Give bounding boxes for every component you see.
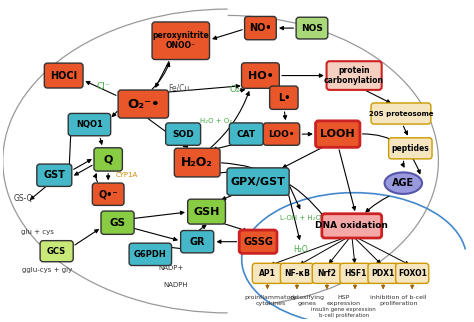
Text: H₂O + O₂: H₂O + O₂ <box>200 118 232 124</box>
FancyBboxPatch shape <box>322 214 382 238</box>
FancyBboxPatch shape <box>312 263 342 283</box>
FancyBboxPatch shape <box>327 61 382 90</box>
FancyBboxPatch shape <box>296 17 328 39</box>
Text: NOS: NOS <box>301 24 323 33</box>
FancyBboxPatch shape <box>37 164 72 186</box>
Text: NF-κB: NF-κB <box>284 269 310 278</box>
Text: Nrf2: Nrf2 <box>318 269 337 278</box>
Text: GS-Q: GS-Q <box>14 194 34 204</box>
Text: CYP1A: CYP1A <box>116 172 138 178</box>
Text: GSH: GSH <box>193 207 220 217</box>
Text: Q•⁻: Q•⁻ <box>99 189 118 199</box>
Text: Fe/Cu: Fe/Cu <box>168 84 189 93</box>
FancyBboxPatch shape <box>227 168 289 195</box>
Text: GSSG: GSSG <box>243 237 273 247</box>
Text: insulin gene expression
b-cell proliferation: insulin gene expression b-cell prolifera… <box>311 307 376 318</box>
Text: HSP
expression: HSP expression <box>327 295 361 306</box>
FancyBboxPatch shape <box>174 148 220 177</box>
FancyBboxPatch shape <box>118 90 169 118</box>
FancyBboxPatch shape <box>94 148 122 171</box>
FancyBboxPatch shape <box>245 16 276 40</box>
FancyBboxPatch shape <box>316 121 360 147</box>
Ellipse shape <box>384 172 422 194</box>
Text: peroxynitrite
ONOO⁻: peroxynitrite ONOO⁻ <box>153 31 209 51</box>
Text: GCS: GCS <box>47 247 66 256</box>
Text: HO•: HO• <box>247 71 273 80</box>
FancyBboxPatch shape <box>264 123 300 145</box>
Text: L-OH + H₂O: L-OH + H₂O <box>280 215 321 221</box>
Text: GPX/GST: GPX/GST <box>231 176 285 186</box>
FancyBboxPatch shape <box>368 263 398 283</box>
Text: LOOH: LOOH <box>320 129 355 139</box>
FancyBboxPatch shape <box>152 22 210 60</box>
Text: AP1: AP1 <box>259 269 276 278</box>
Text: Cl⁻: Cl⁻ <box>97 82 110 91</box>
FancyBboxPatch shape <box>252 263 283 283</box>
FancyBboxPatch shape <box>129 243 172 266</box>
Text: detoxifying
genes: detoxifying genes <box>290 295 325 306</box>
Text: GS: GS <box>109 218 126 228</box>
FancyBboxPatch shape <box>181 231 214 253</box>
Text: protein
carbonylation: protein carbonylation <box>324 66 384 85</box>
Text: AGE: AGE <box>392 178 414 188</box>
Text: GST: GST <box>43 170 65 180</box>
FancyBboxPatch shape <box>396 263 429 283</box>
Text: gglu-cys + gly: gglu-cys + gly <box>22 267 73 273</box>
FancyBboxPatch shape <box>165 123 201 145</box>
FancyBboxPatch shape <box>340 263 370 283</box>
FancyBboxPatch shape <box>229 123 264 145</box>
Text: NADPH: NADPH <box>164 282 188 288</box>
Text: 20S proteosome: 20S proteosome <box>369 110 433 117</box>
Text: glu + cys: glu + cys <box>21 229 55 235</box>
FancyBboxPatch shape <box>270 86 298 109</box>
Text: proinflammatory
cytokines: proinflammatory cytokines <box>245 295 297 306</box>
Text: NO•: NO• <box>249 23 272 33</box>
Text: NADP+: NADP+ <box>159 265 184 271</box>
Text: GR: GR <box>190 237 205 247</box>
FancyBboxPatch shape <box>239 230 277 253</box>
Text: NQO1: NQO1 <box>76 120 103 129</box>
Text: G6PDH: G6PDH <box>134 250 167 259</box>
Text: O₂⁻•: O₂⁻• <box>127 98 160 110</box>
FancyBboxPatch shape <box>371 103 431 124</box>
Text: HSF1: HSF1 <box>344 269 366 278</box>
Text: H₂O: H₂O <box>293 245 308 254</box>
Text: peptides: peptides <box>392 144 429 153</box>
FancyBboxPatch shape <box>188 199 226 224</box>
Text: PDX1: PDX1 <box>372 269 395 278</box>
FancyBboxPatch shape <box>389 138 432 159</box>
FancyBboxPatch shape <box>281 263 313 283</box>
FancyBboxPatch shape <box>40 241 73 262</box>
Text: H₂O₂: H₂O₂ <box>182 156 213 169</box>
FancyBboxPatch shape <box>242 63 279 88</box>
Text: LOO•: LOO• <box>268 129 295 138</box>
Text: FOXO1: FOXO1 <box>398 269 427 278</box>
FancyBboxPatch shape <box>44 63 83 88</box>
FancyBboxPatch shape <box>92 183 124 205</box>
FancyBboxPatch shape <box>68 113 110 136</box>
Text: HOCl: HOCl <box>50 71 77 80</box>
Text: inhibition of b-cell
proliferation: inhibition of b-cell proliferation <box>370 295 427 306</box>
Text: DNA oxidation: DNA oxidation <box>315 221 388 230</box>
Text: CAT: CAT <box>237 129 256 138</box>
Text: O₂: O₂ <box>229 85 240 94</box>
Text: Q: Q <box>103 155 113 165</box>
FancyBboxPatch shape <box>101 211 134 234</box>
Text: L•: L• <box>278 93 290 103</box>
Text: SOD: SOD <box>172 129 194 138</box>
